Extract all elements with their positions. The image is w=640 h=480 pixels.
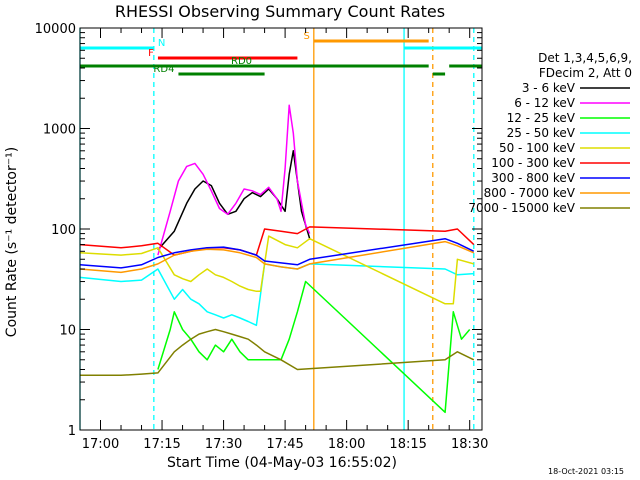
flag-bar-label: RD4 xyxy=(153,64,174,75)
x-tick-label: 17:45 xyxy=(266,437,303,452)
series-line xyxy=(79,235,475,305)
x-axis-label: Start Time (04-May-03 16:55:02) xyxy=(167,455,397,471)
x-tick-label: 18:15 xyxy=(389,437,426,452)
legend-entry-label: 300 - 800 keV xyxy=(491,171,575,185)
series-line xyxy=(79,263,474,327)
y-tick-label: 1000 xyxy=(43,123,76,138)
footer-date: 18-Oct-2021 03:15 xyxy=(548,467,624,476)
y-tick-label: 1 xyxy=(68,424,76,439)
series-line xyxy=(80,328,475,377)
flag-bar-label: S xyxy=(303,31,309,42)
series-line xyxy=(157,280,471,414)
y-axis-label: Count Rate (s⁻¹ detector⁻¹) xyxy=(4,147,20,337)
legend-entry-label: 12 - 25 keV xyxy=(507,111,576,125)
chart-title: RHESSI Observing Summary Count Rates xyxy=(115,2,445,21)
x-tick-label: 18:30 xyxy=(451,437,488,452)
legend-entry-label: 7000 - 15000 keV xyxy=(468,201,575,215)
plot-area: N S F RD0 RD4 xyxy=(79,28,482,430)
series-line xyxy=(157,104,311,256)
legend-entry-label: 50 - 100 keV xyxy=(499,141,576,155)
series-line xyxy=(79,237,475,269)
legend-entry-label: 25 - 50 keV xyxy=(507,126,576,140)
y-tick-label: 10 xyxy=(59,324,76,339)
y-tick-label: 100 xyxy=(51,223,76,238)
series-line xyxy=(157,150,311,251)
x-tick-label: 17:15 xyxy=(143,437,180,452)
flag-bar-label: RD0 xyxy=(231,56,252,67)
x-tick-label: 18:00 xyxy=(328,437,365,452)
plot-frame xyxy=(79,27,483,431)
legend-entry-label: 800 - 7000 keV xyxy=(484,186,576,200)
series-line xyxy=(79,240,475,274)
x-tick-label: 17:30 xyxy=(205,437,242,452)
x-tick-label: 17:00 xyxy=(82,437,119,452)
flag-bar-label: F xyxy=(148,48,154,59)
legend-entry-label: 3 - 6 keV xyxy=(522,81,576,95)
legend: Det 1,3,4,5,6,9, FDecim 2, Att 0 3 - 6 k… xyxy=(468,51,632,215)
flag-bar-label: N xyxy=(158,38,165,49)
legend-entry-label: 6 - 12 keV xyxy=(514,96,576,110)
legend-entry-label: 100 - 300 keV xyxy=(491,156,575,170)
legend-header-line-1: Det 1,3,4,5,6,9, xyxy=(538,51,632,65)
legend-header-line-2: FDecim 2, Att 0 xyxy=(539,66,632,80)
y-tick-label: 10000 xyxy=(35,22,76,37)
